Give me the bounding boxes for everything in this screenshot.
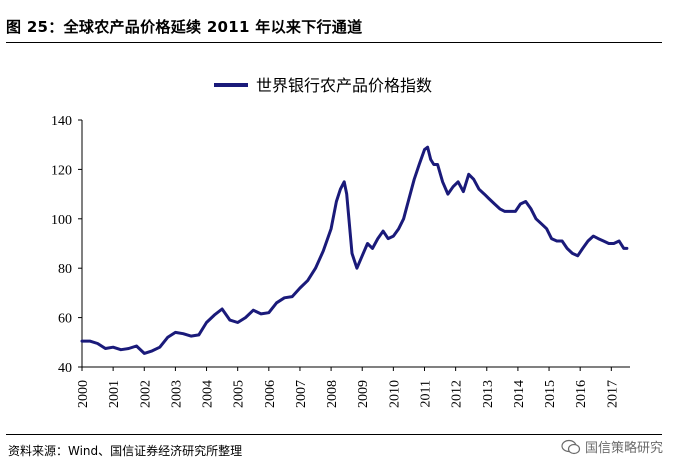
y-tick-label: 60 (58, 312, 72, 327)
x-tick-label: 2003 (169, 380, 184, 408)
x-tick-label: 2004 (201, 380, 216, 408)
x-tick-label: 2007 (294, 380, 309, 408)
y-tick-label: 80 (58, 262, 72, 277)
y-ticks: 40 60 80 100 120 140 (51, 114, 82, 376)
title-bar: 图 25：全球农产品价格延续 2011 年以来下行通道 (6, 6, 662, 43)
x-tick-label: 2005 (232, 380, 247, 408)
y-tick-label: 120 (51, 163, 72, 178)
x-tick-label: 2014 (512, 380, 527, 408)
x-tick-label: 2008 (325, 380, 340, 408)
x-tick-label: 2011 (419, 380, 434, 407)
y-tick-label: 40 (58, 361, 72, 376)
footer-rule (6, 434, 662, 435)
x-tick-label: 2012 (450, 380, 465, 408)
legend-label: 世界银行农产品价格指数 (256, 76, 432, 95)
figure-title: 图 25：全球农产品价格延续 2011 年以来下行通道 (6, 18, 363, 36)
x-tick-label: 2009 (356, 380, 371, 408)
watermark: 国信策略研究 (561, 437, 663, 456)
watermark-text: 国信策略研究 (584, 441, 663, 456)
x-tick-label: 2001 (107, 380, 122, 408)
series-line-agri-price-index (80, 145, 629, 355)
x-tick-label: 2002 (138, 380, 153, 408)
x-tick-label: 2017 (605, 380, 620, 408)
wechat-icon (561, 439, 581, 454)
x-tick-label: 2006 (263, 380, 278, 408)
source-note: 资料来源：Wind、国信证券经济研究所整理 (8, 444, 243, 458)
x-ticks: 2000 2001 2002 2003 2004 2005 2006 2007 2008 2009… (76, 367, 620, 408)
x-tick-label: 2016 (574, 380, 589, 408)
x-tick-label: 2015 (543, 380, 558, 408)
y-tick-label: 100 (51, 213, 72, 228)
x-tick-label: 2013 (481, 380, 496, 408)
x-tick-label: 2000 (76, 380, 91, 408)
x-tick-label: 2010 (387, 380, 402, 408)
title-rule (6, 42, 662, 43)
y-tick-label: 140 (51, 114, 72, 129)
